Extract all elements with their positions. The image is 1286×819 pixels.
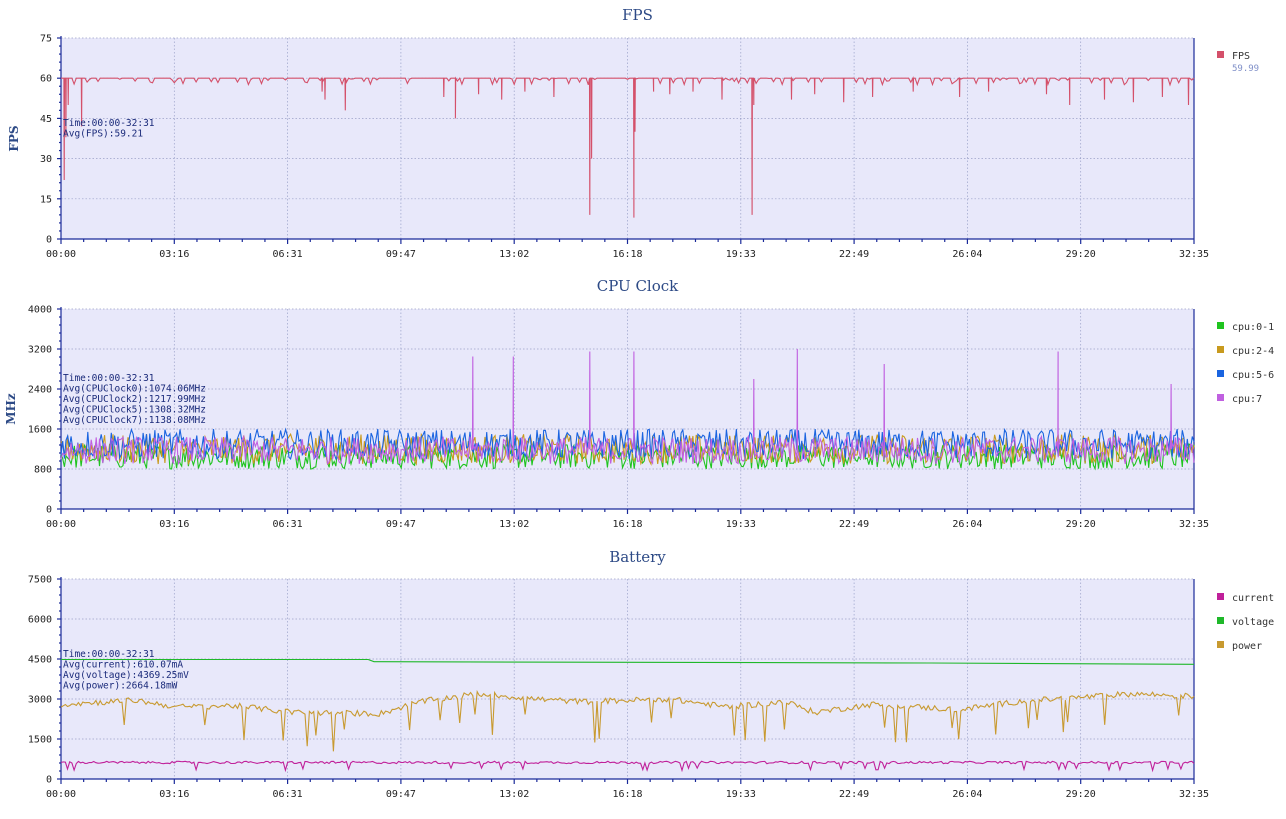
legend-swatch	[1217, 51, 1224, 58]
y-tick-label: 4000	[28, 305, 52, 316]
x-tick-label: 22:49	[839, 249, 869, 260]
x-tick-label: 03:16	[159, 789, 189, 800]
stats-annotation-line: Time:00:00-32:31	[63, 649, 155, 660]
stats-annotation-line: Avg(CPUClock0):1074.06MHz	[63, 384, 206, 395]
x-tick-label: 32:35	[1179, 519, 1209, 530]
legend-swatch	[1217, 394, 1224, 401]
x-tick-label: 19:33	[726, 519, 756, 530]
stats-annotation-line: Avg(current):610.07mA	[63, 660, 183, 671]
legend-swatch	[1217, 370, 1224, 377]
y-tick-label: 0	[46, 775, 52, 786]
y-tick-label: 60	[40, 74, 52, 85]
x-tick-label: 26:04	[952, 249, 982, 260]
stats-annotation-line: Time:00:00-32:31	[63, 373, 155, 384]
y-tick-label: 3200	[28, 345, 52, 356]
y-tick-label: 2400	[28, 385, 52, 396]
x-tick-label: 00:00	[46, 519, 76, 530]
x-tick-label: 22:49	[839, 789, 869, 800]
series-line-power	[60, 689, 1195, 752]
x-tick-label: 13:02	[499, 789, 529, 800]
x-tick-label: 32:35	[1179, 789, 1209, 800]
x-tick-label: 26:04	[952, 789, 982, 800]
x-tick-label: 32:35	[1179, 249, 1209, 260]
x-tick-label: 16:18	[612, 789, 642, 800]
stats-annotation-line: Avg(CPUClock5):1308.32MHz	[63, 405, 206, 416]
legend-label: cpu:2-4	[1232, 346, 1274, 357]
series-line-voltage	[61, 658, 1195, 665]
legend-swatch	[1217, 322, 1224, 329]
y-tick-label: 1500	[28, 735, 52, 746]
x-tick-label: 06:31	[273, 249, 303, 260]
chart-title: FPS	[622, 6, 653, 24]
y-tick-label: 30	[40, 154, 52, 165]
legend-label: cpu:7	[1232, 394, 1262, 405]
x-tick-label: 09:47	[386, 519, 416, 530]
legend-label: power	[1232, 641, 1262, 652]
legend-value: 59.99	[1232, 64, 1259, 74]
x-tick-label: 13:02	[499, 249, 529, 260]
x-tick-label: 09:47	[386, 249, 416, 260]
series-line-FPS	[61, 76, 1195, 218]
stats-annotation-line: Avg(power):2664.18mW	[63, 681, 178, 692]
x-tick-label: 13:02	[499, 519, 529, 530]
series-line-cpu-7	[60, 348, 1195, 466]
y-tick-label: 15	[40, 194, 52, 205]
y-tick-label: 4500	[28, 655, 52, 666]
stats-annotation-line: Avg(CPUClock2):1217.99MHz	[63, 394, 206, 405]
chart-title: CPU Clock	[597, 277, 679, 295]
y-tick-label: 1600	[28, 425, 52, 436]
legend-label: current	[1232, 593, 1274, 604]
y-tick-label: 3000	[28, 695, 52, 706]
y-tick-label: 0	[46, 505, 52, 516]
stats-annotation-line: Avg(voltage):4369.25mV	[63, 670, 189, 681]
plot-background	[61, 309, 1194, 509]
stats-annotation-line: Time:00:00-32:31	[63, 118, 155, 129]
chart-title: Battery	[609, 548, 666, 566]
legend-label: cpu:0-1	[1232, 322, 1274, 333]
y-tick-label: 45	[40, 114, 52, 125]
x-tick-label: 29:20	[1066, 249, 1096, 260]
x-tick-label: 26:04	[952, 519, 982, 530]
x-tick-label: 19:33	[726, 249, 756, 260]
y-tick-label: 0	[46, 235, 52, 246]
x-tick-label: 19:33	[726, 789, 756, 800]
x-tick-label: 16:18	[612, 249, 642, 260]
legend-swatch	[1217, 346, 1224, 353]
x-tick-label: 22:49	[839, 519, 869, 530]
legend-label: voltage	[1232, 617, 1274, 628]
y-axis-label: MHz	[4, 393, 18, 425]
chart-panel-2: Battery 0 1500 3000 4500 6000 7500 00:00 03:16 06…	[28, 548, 1274, 800]
chart-panel-0: FPS 0 15 30 45 60 75 00:00 03:16 06:31 09:47 13:02 1…	[7, 6, 1259, 260]
legend-swatch	[1217, 641, 1224, 648]
plot-background	[61, 38, 1194, 239]
legend-label: cpu:5-6	[1232, 370, 1274, 381]
x-tick-label: 03:16	[159, 519, 189, 530]
series-line-cpu-5-6	[60, 427, 1195, 461]
x-tick-label: 03:16	[159, 249, 189, 260]
x-tick-label: 00:00	[46, 789, 76, 800]
stats-annotation-line: Avg(CPUClock7):1138.08MHz	[63, 415, 206, 426]
x-tick-label: 06:31	[273, 789, 303, 800]
x-tick-label: 16:18	[612, 519, 642, 530]
x-tick-label: 29:20	[1066, 789, 1096, 800]
y-tick-label: 7500	[28, 575, 52, 586]
x-tick-label: 00:00	[46, 249, 76, 260]
legend-label: FPS	[1232, 51, 1250, 62]
x-tick-label: 09:47	[386, 789, 416, 800]
legend-swatch	[1217, 593, 1224, 600]
x-tick-label: 06:31	[273, 519, 303, 530]
legend-swatch	[1217, 617, 1224, 624]
x-tick-label: 29:20	[1066, 519, 1096, 530]
chart-panel-1: CPU Clock 0 800 1600 2400 3200 4000 00:00 03:16 0…	[4, 277, 1274, 530]
y-tick-label: 800	[34, 465, 52, 476]
y-axis-label: FPS	[7, 125, 21, 151]
plot-background	[61, 579, 1194, 779]
series-line-current	[60, 760, 1195, 773]
stats-annotation-line: Avg(FPS):59.21	[63, 129, 143, 140]
y-tick-label: 75	[40, 34, 52, 45]
y-tick-label: 6000	[28, 615, 52, 626]
